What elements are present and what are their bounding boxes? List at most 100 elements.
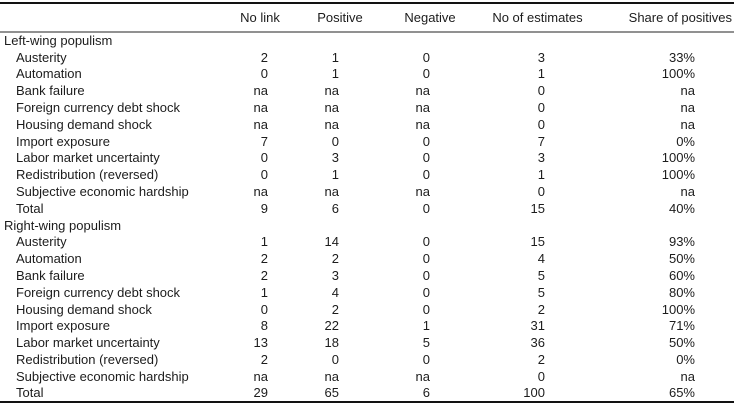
table-row: Bank failure na na na 0 na [0,82,734,99]
row-label: Austerity [16,49,67,65]
cell-negative: 0 [422,284,430,300]
cell-positive: 6 [331,200,339,216]
cell-share-of-positives: 100% [661,66,695,82]
cell-no-of-estimates: 4 [537,251,545,267]
cell-share-of-positives: 65% [668,385,695,401]
table-row: Automation 2 2 0 4 50% [0,250,734,267]
cell-no-link: 8 [260,318,268,334]
cell-positive: 18 [324,335,339,351]
cell-no-link: 0 [260,301,268,317]
section-label: Left-wing populism [4,33,113,49]
cell-share-of-positives: 71% [668,318,695,334]
cell-share-of-positives: na [680,368,695,384]
cell-positive: na [324,184,339,200]
table-row: Foreign currency debt shock na na na 0 n… [0,99,734,116]
table-row: Housing demand shock na na na 0 na [0,116,734,133]
row-label: Foreign currency debt shock [16,284,181,300]
cell-no-link: na [253,100,268,116]
cell-positive: 4 [331,284,339,300]
table-row: Subjective economic hardship na na na 0 … [0,368,734,385]
table-row: Total 29 65 6 100 65% [0,385,734,402]
cell-negative: 0 [422,133,430,149]
cell-no-link: 2 [260,268,268,284]
cell-no-of-estimates: 100 [523,385,545,401]
table-header: No link Positive Negative No of estimate… [0,3,734,33]
table-row: Redistribution (reversed) 0 1 0 1 100% [0,166,734,183]
cell-positive: 14 [324,234,339,250]
table-row: Automation 0 1 0 1 100% [0,66,734,83]
cell-share-of-positives: 40% [668,200,695,216]
cell-no-link: 2 [260,251,268,267]
cell-positive: 22 [324,318,339,334]
cell-no-of-estimates: 2 [537,301,545,317]
cell-no-of-estimates: 0 [537,100,545,116]
col-header-no-of-estimates: No of estimates [475,3,600,33]
table-row: Austerity 2 1 0 3 33% [0,49,734,66]
cell-negative: 0 [422,301,430,317]
cell-no-of-estimates: 0 [537,368,545,384]
row-label: Subjective economic hardship [16,184,189,200]
cell-negative: na [415,368,430,384]
cell-negative: na [415,100,430,116]
cell-negative: 0 [422,200,430,216]
table-row: Labor market uncertainty 13 18 5 36 50% [0,334,734,351]
cell-negative: 6 [422,385,430,401]
row-label: Total [16,200,44,216]
cell-no-link: 7 [260,133,268,149]
cell-share-of-positives: 80% [668,284,695,300]
cell-no-of-estimates: 31 [530,318,545,334]
cell-positive: 3 [331,268,339,284]
cell-positive: 3 [331,150,339,166]
cell-no-link: 9 [260,200,268,216]
cell-no-of-estimates: 36 [530,335,545,351]
cell-share-of-positives: 33% [668,49,695,65]
cell-no-of-estimates: 0 [537,116,545,132]
table-row: Foreign currency debt shock 1 4 0 5 80% [0,284,734,301]
section-label: Right-wing populism [4,217,122,233]
cell-share-of-positives: 100% [661,301,695,317]
table-row: Import exposure 7 0 0 7 0% [0,133,734,150]
cell-share-of-positives: na [680,184,695,200]
table-row: Labor market uncertainty 0 3 0 3 100% [0,150,734,167]
table-body: Left-wing populism Austerity 2 1 0 3 33%… [0,32,734,402]
cell-no-link: 29 [253,385,268,401]
section-header-row: Left-wing populism [0,32,734,49]
cell-share-of-positives: 93% [668,234,695,250]
col-header-no-link: No link [225,3,295,33]
cell-negative: 0 [422,352,430,368]
cell-no-of-estimates: 5 [537,284,545,300]
cell-no-of-estimates: 15 [530,234,545,250]
cell-no-link: na [253,184,268,200]
cell-positive: 1 [331,167,339,183]
cell-no-link: na [253,116,268,132]
cell-negative: 0 [422,167,430,183]
row-label: Austerity [16,234,67,250]
cell-positive: na [324,116,339,132]
cell-no-link: na [253,83,268,99]
cell-share-of-positives: 50% [668,251,695,267]
table-row: Import exposure 8 22 1 31 71% [0,318,734,335]
table-row: Redistribution (reversed) 2 0 0 2 0% [0,351,734,368]
cell-negative: 0 [422,234,430,250]
cell-no-link: na [253,368,268,384]
col-header-negative: Negative [385,3,475,33]
cell-positive: 1 [331,49,339,65]
cell-no-link: 2 [260,49,268,65]
col-header-blank [0,3,225,33]
cell-share-of-positives: 60% [668,268,695,284]
row-label: Automation [16,251,82,267]
cell-positive: na [324,83,339,99]
cell-negative: 0 [422,251,430,267]
cell-share-of-positives: na [680,116,695,132]
cell-positive: 0 [331,352,339,368]
row-label: Bank failure [16,83,85,99]
row-label: Automation [16,66,82,82]
cell-no-link: 0 [260,150,268,166]
section-header-row: Right-wing populism [0,217,734,234]
cell-negative: na [415,116,430,132]
cell-positive: 2 [331,301,339,317]
cell-positive: na [324,100,339,116]
cell-negative: na [415,184,430,200]
cell-negative: 5 [422,335,430,351]
table-row: Austerity 1 14 0 15 93% [0,234,734,251]
